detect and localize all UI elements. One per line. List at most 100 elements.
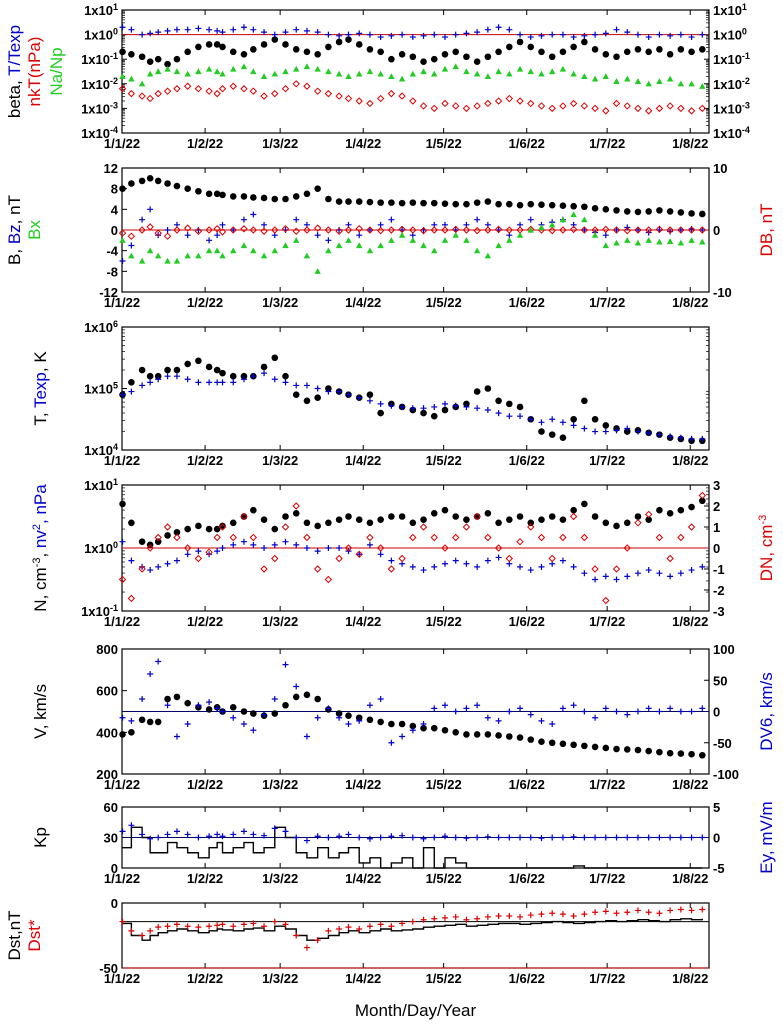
- y2-tick-label: -10: [713, 285, 732, 300]
- data-point: [581, 216, 588, 223]
- data-point: [282, 41, 289, 48]
- data-point: [388, 923, 395, 930]
- data-point: [581, 500, 588, 508]
- y-tick-mantissa: 1x10: [81, 52, 110, 67]
- data-point: [261, 923, 268, 930]
- data-point: [430, 199, 438, 207]
- data-point: [184, 376, 191, 383]
- y-axis-label-part: ,: [31, 548, 50, 557]
- data-point: [634, 570, 641, 577]
- data-point: [602, 744, 610, 752]
- data-point: [441, 237, 449, 243]
- data-point: [356, 834, 363, 841]
- data-point: [420, 68, 427, 75]
- data-point: [205, 363, 213, 371]
- data-point: [559, 740, 567, 748]
- y-tick-label: 1x10-3: [81, 100, 118, 116]
- series-dst-: [119, 906, 706, 951]
- y2-tick-mantissa: -2: [713, 583, 725, 598]
- x-tick-label: 1/1/22: [104, 614, 140, 629]
- data-point: [240, 372, 248, 380]
- data-point: [240, 921, 247, 928]
- data-point: [656, 238, 663, 245]
- data-point: [240, 85, 248, 93]
- data-point: [250, 68, 257, 75]
- y2-tick-label: 1: [713, 520, 720, 535]
- data-point: [303, 691, 311, 699]
- data-point: [570, 43, 577, 51]
- data-point: [154, 533, 162, 542]
- data-point: [325, 195, 332, 203]
- x-tick-label: 1/2/22: [187, 777, 223, 792]
- data-point: [624, 75, 631, 82]
- y-axis-label-2-part: nkT(nPa): [25, 37, 44, 107]
- data-point: [602, 206, 610, 213]
- data-point: [314, 714, 321, 721]
- data-point: [451, 533, 460, 542]
- data-point: [293, 683, 300, 690]
- data-point: [677, 533, 685, 542]
- data-point: [219, 921, 226, 928]
- data-point: [581, 911, 588, 918]
- series-db: [118, 223, 707, 240]
- data-point: [559, 705, 566, 712]
- data-point: [303, 27, 310, 34]
- y2-tick-label: 0: [713, 831, 720, 846]
- data-point: [356, 70, 363, 77]
- y2-tick-label: 10: [713, 161, 727, 176]
- data-point: [249, 87, 258, 95]
- data-point: [271, 554, 279, 563]
- data-point: [219, 522, 226, 530]
- data-point: [656, 834, 663, 841]
- data-point: [230, 26, 237, 33]
- y-tick-mantissa: 1x10: [84, 541, 113, 556]
- y-tick-mantissa: 1x10: [84, 28, 113, 43]
- y2-tick-mantissa: 0: [713, 541, 720, 556]
- data-point: [128, 388, 135, 395]
- data-point: [677, 226, 685, 234]
- data-point: [118, 575, 127, 584]
- data-point: [164, 65, 171, 72]
- data-point: [366, 835, 373, 842]
- x-tick-label: 1/5/22: [426, 614, 462, 629]
- data-point: [250, 26, 257, 33]
- data-point: [147, 835, 154, 842]
- data-point: [184, 232, 191, 239]
- data-point: [656, 708, 663, 715]
- data-point: [559, 834, 566, 841]
- data-point: [474, 915, 481, 922]
- data-point: [431, 834, 438, 841]
- y2-tick-exponent: 1: [742, 2, 747, 12]
- series-beta: [119, 36, 706, 68]
- data-point: [452, 48, 460, 56]
- data-point: [139, 563, 146, 570]
- data-point: [345, 391, 352, 398]
- data-point: [293, 932, 300, 939]
- data-point: [214, 705, 221, 712]
- data-point: [409, 405, 416, 412]
- data-point: [613, 239, 620, 246]
- data-point: [549, 721, 556, 727]
- data-point: [154, 252, 162, 259]
- data-point: [655, 225, 664, 234]
- series-bz: [119, 206, 706, 264]
- data-point: [146, 94, 154, 103]
- data-point: [303, 545, 310, 551]
- data-point: [634, 907, 641, 914]
- data-point: [377, 34, 384, 41]
- data-point: [325, 385, 332, 392]
- data-point: [119, 500, 126, 508]
- data-point: [271, 247, 278, 254]
- data-point: [303, 82, 311, 90]
- data-point: [271, 89, 279, 98]
- data-point: [570, 506, 577, 514]
- data-point: [677, 708, 684, 715]
- data-point: [430, 724, 438, 732]
- data-point: [345, 198, 352, 205]
- y2-axis-label: Ey, mV/m: [757, 801, 776, 873]
- panel-magnetic-field: 12 8 4 0 -4 -8 -12 10 0 -10 1/1/22 1/2/22 1/3/22 1/4/…: [5, 161, 776, 310]
- data-point: [282, 538, 289, 545]
- data-point: [219, 221, 226, 228]
- data-point: [677, 46, 685, 53]
